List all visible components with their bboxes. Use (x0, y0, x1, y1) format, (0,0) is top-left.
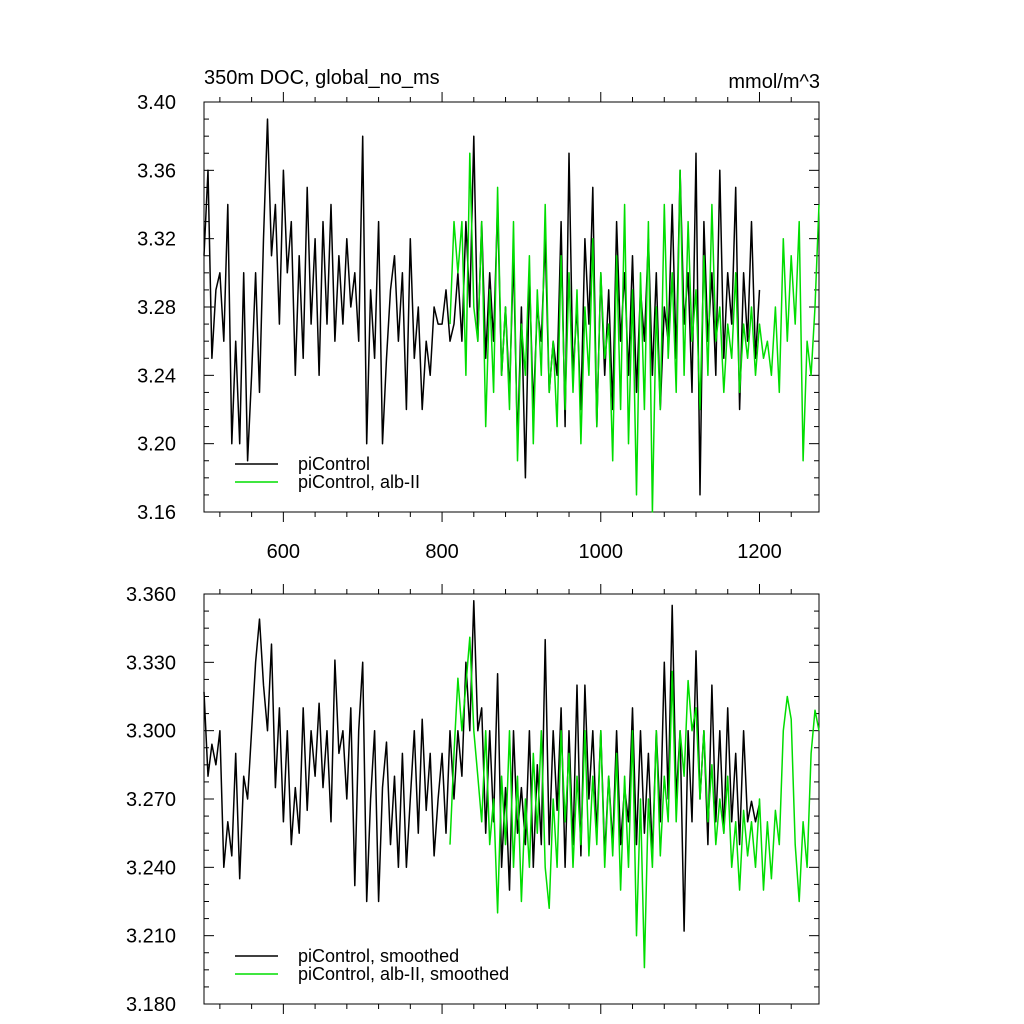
bottom-panel: 3.180 3.210 3.240 3.270 3.300 3.330 3.360 piCo… (126, 584, 820, 1016)
y-tick-label: 3.16 (137, 502, 176, 524)
x-tick-label: 600 (267, 541, 300, 563)
y-tick-label: 3.270 (126, 789, 176, 811)
y-tick-label: 3.24 (137, 365, 176, 387)
y-tick-label: 3.36 (137, 160, 176, 182)
legend-label: piControl, alb-II, smoothed (298, 964, 509, 984)
series-line-1 (203, 600, 761, 932)
y-tick-label: 3.40 (137, 92, 176, 114)
y-tick-label: 3.360 (126, 584, 176, 606)
legend-label: piControl, smoothed (298, 946, 459, 966)
series-line-1 (203, 118, 761, 496)
units-label: mmol/m^3 (728, 71, 820, 93)
top-panel: 350m DOC, global_no_ms mmol/m^3 3.16 3.20… (137, 67, 820, 563)
y-tick-label: 3.240 (126, 857, 176, 879)
series-line-2 (449, 152, 820, 513)
x-tick-label: 1000 (579, 541, 624, 563)
x-tick-label: 1200 (737, 541, 782, 563)
y-tick-label: 3.32 (137, 229, 176, 251)
y-tick-label: 3.20 (137, 434, 176, 456)
series-line-2 (449, 636, 820, 969)
y-tick-label: 3.180 (126, 994, 176, 1016)
y-tick-label: 3.210 (126, 926, 176, 948)
y-tick-label: 3.330 (126, 652, 176, 674)
legend-label: piControl, alb-II (298, 472, 420, 492)
y-tick-label: 3.300 (126, 721, 176, 743)
chart-title: 350m DOC, global_no_ms (204, 67, 440, 89)
x-tick-label: 800 (425, 541, 458, 563)
legend-label: piControl (298, 454, 370, 474)
y-tick-label: 3.28 (137, 297, 176, 319)
